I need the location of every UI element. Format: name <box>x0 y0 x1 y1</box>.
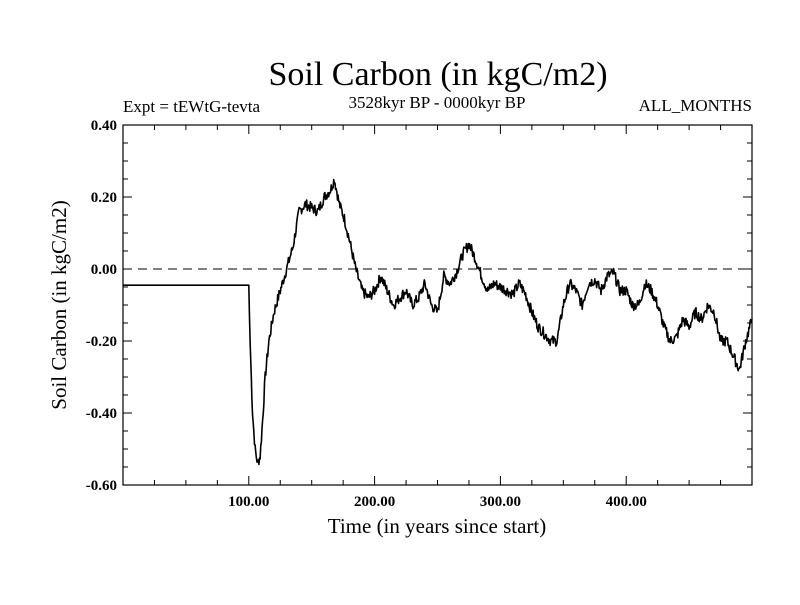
months-label: ALL_MONTHS <box>639 96 752 115</box>
y-tick-label: 0.00 <box>91 262 117 278</box>
x-tick-label: 100.00 <box>228 494 269 510</box>
chart-title: Soil Carbon (in kgC/m2) <box>268 56 607 93</box>
x-tick-label: 200.00 <box>354 494 395 510</box>
y-tick-label: 0.40 <box>91 118 117 134</box>
y-tick-label: -0.40 <box>86 406 117 422</box>
series-line-soil-carbon <box>122 178 753 466</box>
y-tick-label: 0.20 <box>91 190 117 206</box>
x-tick-label: 400.00 <box>606 494 647 510</box>
y-tick-label: -0.60 <box>86 478 117 494</box>
period-label: 3528kyr BP - 0000kyr BP <box>349 93 526 112</box>
y-axis-label: Soil Carbon (in kgC/m2) <box>47 200 71 409</box>
y-tick-label: -0.20 <box>86 334 117 350</box>
x-tick-label: 300.00 <box>480 494 521 510</box>
x-axis-label: Time (in years since start) <box>328 514 547 538</box>
experiment-label: Expt = tEWtG-tevta <box>123 97 261 116</box>
